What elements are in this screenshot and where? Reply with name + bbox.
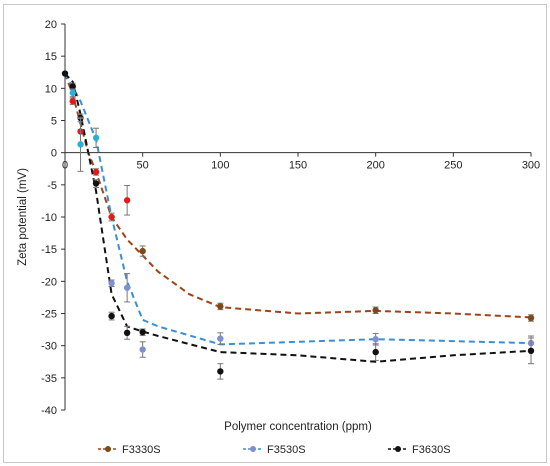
x-tick-label: 300 (522, 160, 540, 172)
y-axis-label: Zeta potential (mV) (17, 168, 29, 266)
y-tick-label: -10 (41, 212, 57, 224)
chart-frame (3, 4, 547, 463)
data-point (108, 280, 115, 287)
x-axis-label: Polymer concentration (ppm) (224, 421, 372, 433)
data-point (139, 247, 146, 255)
data-point (69, 89, 76, 97)
y-tick-label: 0 (51, 148, 57, 160)
data-point (527, 314, 535, 322)
x-tick-label: 250 (444, 160, 462, 172)
data-point (92, 168, 100, 176)
trend-line (64, 72, 532, 363)
trend-line (64, 73, 532, 346)
x-tick-label: 0 (62, 160, 68, 172)
x-tick-label: 200 (366, 160, 384, 172)
data-point (372, 307, 379, 314)
x-tick-label: 150 (289, 160, 307, 172)
legend-marker (250, 446, 256, 452)
y-tick-label: 5 (51, 116, 57, 128)
y-tick-label: 20 (45, 19, 57, 31)
data-point (108, 312, 115, 320)
data-point (92, 180, 100, 187)
y-tick-label: 15 (45, 51, 57, 63)
legend-label: F3530S (267, 444, 306, 456)
data-point (61, 70, 69, 77)
data-point (139, 328, 146, 336)
data-point (123, 284, 131, 291)
trend-line (64, 73, 532, 319)
legend-label: F3330S (122, 444, 161, 456)
y-tick-label: -35 (41, 373, 57, 385)
y-tick-label: 10 (45, 83, 57, 95)
data-point (77, 141, 84, 148)
data-point (217, 368, 224, 375)
data-point (123, 329, 131, 336)
data-point (372, 348, 379, 356)
legend-marker (105, 446, 111, 452)
y-tick-label: -20 (41, 276, 57, 288)
legend-marker (395, 446, 401, 452)
y-tick-label: -30 (41, 341, 57, 353)
data-point (527, 347, 535, 355)
y-tick-label: -5 (47, 180, 57, 192)
legend-label: F3630S (412, 444, 451, 456)
data-point (92, 134, 100, 142)
data-point (217, 335, 224, 342)
data-point (69, 98, 76, 105)
data-points (61, 70, 535, 380)
data-point (139, 346, 146, 353)
x-tick-label: 100 (211, 160, 229, 172)
data-point (372, 336, 379, 343)
data-point (108, 213, 115, 221)
trend-lines (64, 72, 532, 363)
data-point (69, 83, 76, 90)
y-tick-label: -40 (41, 405, 57, 417)
data-point (217, 303, 224, 310)
y-tick-label: -25 (41, 309, 57, 321)
data-point (123, 197, 131, 204)
legend: F3330S F3530S F3630S (98, 444, 451, 456)
y-tick-label: -15 (41, 244, 57, 256)
x-tick-label: 50 (137, 160, 149, 172)
